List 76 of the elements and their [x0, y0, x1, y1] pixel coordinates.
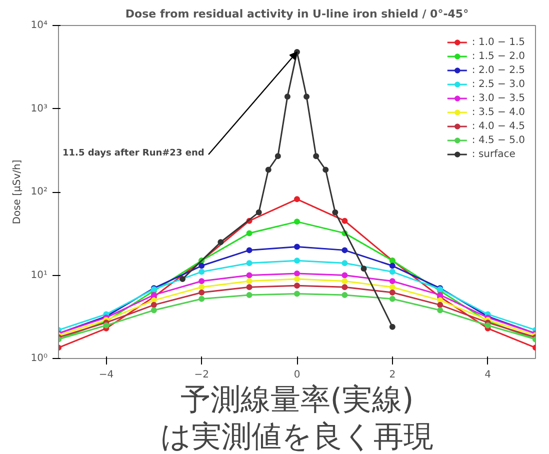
point: [246, 278, 252, 284]
y-axis-title: Dose [μSv/h]: [12, 160, 23, 224]
point: [103, 322, 110, 328]
point: [180, 276, 186, 282]
point: [246, 284, 252, 290]
point: [198, 296, 205, 302]
point: [332, 209, 338, 216]
y-tick-label: 10²: [30, 186, 48, 198]
point: [256, 209, 262, 216]
point: [322, 166, 329, 173]
point: [389, 268, 396, 275]
y-tick-label: 10¹: [30, 270, 48, 281]
text: 予測線量率(実線): [180, 382, 414, 418]
text: は実測値を良く再現: [160, 420, 434, 454]
point: [294, 244, 300, 250]
point: [198, 278, 205, 284]
legend-label: : surface: [472, 148, 516, 161]
point: [437, 307, 444, 314]
point: [484, 322, 491, 328]
point: [246, 272, 252, 278]
point: [246, 260, 252, 266]
point: [294, 276, 300, 282]
point: [294, 290, 300, 297]
y-tick-label: 10³: [30, 103, 48, 114]
legend-label: : 3.0 − 3.5: [472, 92, 525, 105]
point: [389, 278, 396, 284]
point: [198, 268, 205, 275]
y-tick-label: 10⁰: [30, 353, 48, 364]
point: [437, 302, 444, 308]
point: [198, 284, 205, 290]
point: [342, 272, 348, 278]
point: [389, 262, 396, 269]
point: [313, 153, 320, 160]
point: [304, 94, 310, 100]
point: [246, 292, 252, 298]
legend-label: : 4.0 − 4.5: [472, 120, 525, 133]
point: [294, 258, 300, 264]
legend-label: : 2.5 − 3.0: [472, 78, 525, 91]
point: [342, 247, 348, 254]
point: [294, 218, 300, 225]
point: [360, 266, 367, 272]
point: [294, 196, 300, 202]
x-tick-label: −4: [98, 370, 114, 380]
point: [246, 230, 252, 236]
x-tick-label: 2: [389, 370, 396, 380]
point: [150, 302, 157, 308]
chart-title: Dose from residual activity in U-line iron shield / 0°-45°: [125, 8, 469, 20]
x-tick-label: −2: [194, 370, 209, 380]
point: [198, 290, 205, 296]
x-tick-label: 0: [294, 370, 300, 380]
legend-label: : 1.0 − 1.5: [472, 36, 525, 49]
point: [342, 278, 348, 284]
legend-label: : 4.5 − 5.0: [472, 134, 525, 147]
point: [342, 260, 348, 266]
point: [198, 262, 205, 269]
x-tick-label: 4: [484, 370, 491, 380]
y-tick-label: 10⁴: [30, 20, 48, 31]
legend-label: : 3.5 − 4.0: [472, 106, 525, 119]
point: [389, 296, 396, 302]
point: [294, 282, 300, 289]
point: [389, 284, 396, 290]
point: [150, 307, 157, 314]
point: [218, 239, 224, 246]
legend-label: : 2.0 − 2.5: [472, 64, 525, 77]
point: [342, 218, 348, 224]
point: [342, 292, 348, 298]
point: [265, 166, 272, 173]
point: [294, 270, 300, 276]
point: [389, 290, 396, 296]
legend-label: : 1.5 − 2.0: [472, 50, 525, 63]
point: [342, 284, 348, 290]
point: [284, 94, 290, 100]
point: [389, 324, 396, 330]
point: [246, 247, 252, 254]
point: [274, 153, 281, 160]
annotation: 11.5 days after Run#23 end: [62, 148, 204, 158]
